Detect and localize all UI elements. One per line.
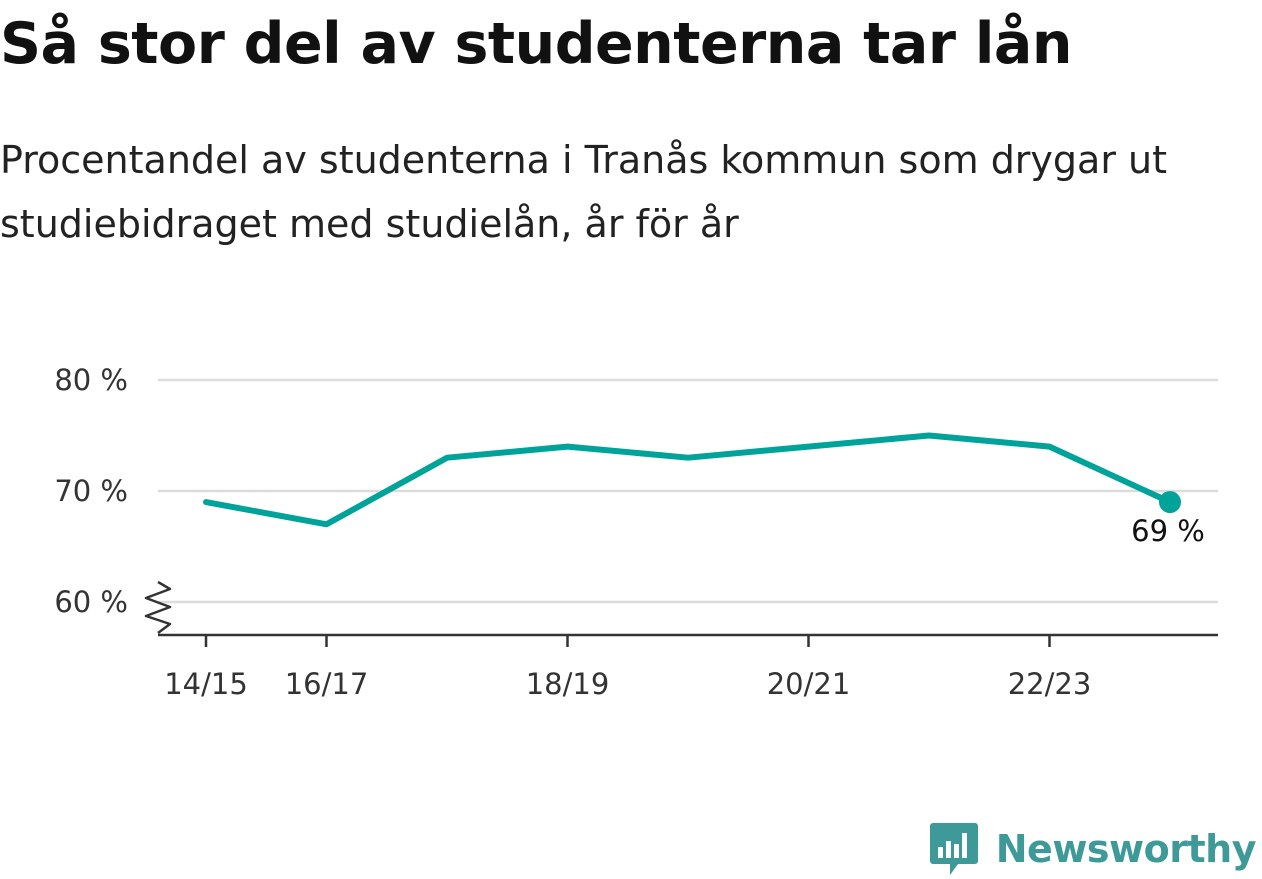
y-axis-break-icon [144,580,172,634]
y-tick-label: 60 % [54,585,128,619]
y-tick-label: 70 % [54,474,128,508]
last-data-point [1159,491,1181,514]
chart-title: Så stor del av studenterna tar lån [0,11,1072,77]
series-line [203,432,1173,528]
x-axis-ticks: 14/15 16/17 18/19 20/21 22/23 [164,635,1091,701]
x-tick-label: 22/23 [1008,667,1092,701]
gridlines [158,378,1218,604]
x-tick-label: 20/21 [767,667,851,701]
y-tick-label: 80 % [54,363,128,397]
bar-chart-speech-bubble-icon [929,823,978,875]
x-tick-label: 16/17 [285,667,369,701]
brand-name: Newsworthy [995,827,1257,871]
brand-logo: Newsworthy [928,821,1257,877]
y-axis-labels: 60 % 70 % 80 % [54,363,128,619]
series-layer: 69 % [203,432,1205,548]
x-tick-label: 14/15 [164,667,248,701]
x-tick-label: 18/19 [526,667,610,701]
chart-subtitle: Procentandel av studenterna i Tranås kom… [0,138,1168,246]
last-value-label: 69 % [1131,514,1205,548]
